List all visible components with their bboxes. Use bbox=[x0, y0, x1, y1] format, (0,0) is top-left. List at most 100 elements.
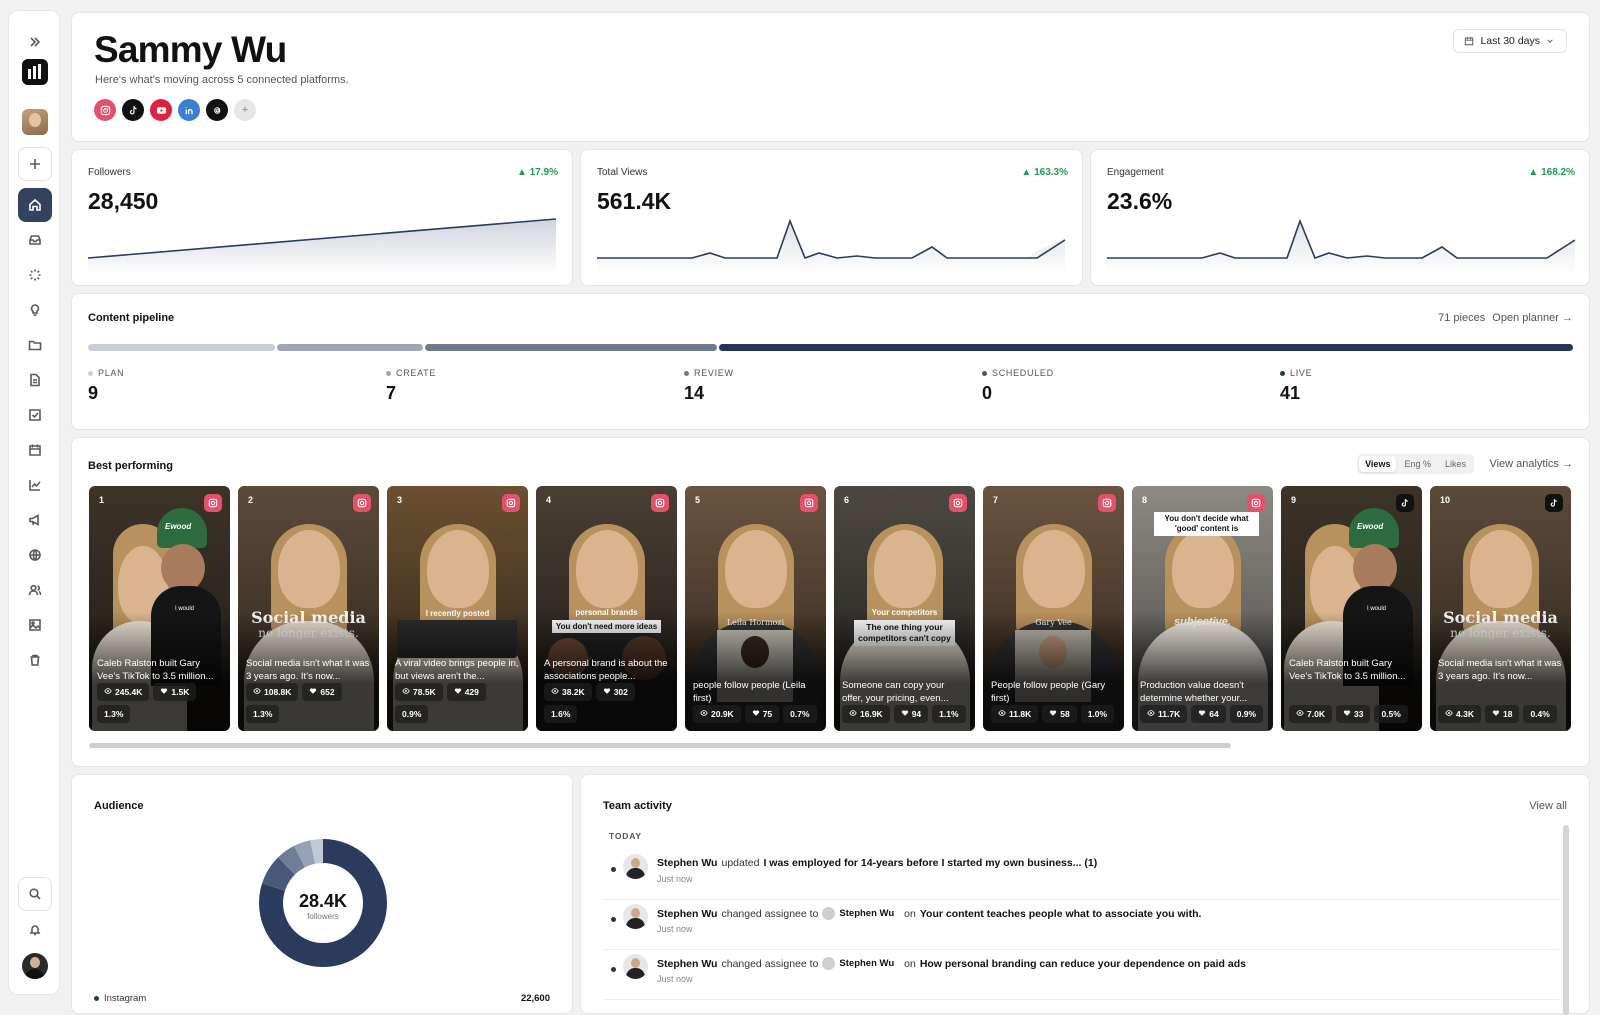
nav-tasks[interactable] bbox=[18, 398, 52, 432]
instagram-icon bbox=[800, 494, 818, 512]
toggle-views[interactable]: Views bbox=[1359, 456, 1397, 472]
activity-row[interactable]: Stephen Wu changed assignee to Stephen W… bbox=[603, 901, 1559, 950]
thumbnail-face bbox=[426, 530, 489, 608]
toggle-likes[interactable]: Likes bbox=[1444, 459, 1466, 469]
post-card[interactable]: Gary Vee7People follow people (Gary firs… bbox=[983, 486, 1124, 731]
stage-live[interactable]: LIVE 41 bbox=[1280, 368, 1312, 404]
post-caption: people follow people (Leila first) bbox=[693, 680, 806, 704]
shirt-text: I would bbox=[175, 606, 195, 612]
nav-calendar[interactable] bbox=[18, 433, 52, 467]
post-card[interactable]: Leila Hormozi5people follow people (Leil… bbox=[685, 486, 826, 731]
nav-ideas[interactable] bbox=[18, 293, 52, 327]
nav-analytics[interactable] bbox=[18, 468, 52, 502]
create-button[interactable] bbox=[18, 147, 52, 181]
post-card[interactable]: Your competitorsThe one thing your compe… bbox=[834, 486, 975, 731]
post-card[interactable]: Ewood I would 1 Caleb Ralston built Gary Ve… bbox=[89, 486, 230, 731]
metric-delta: ▲ 163.3% bbox=[1021, 167, 1068, 178]
app-logo[interactable] bbox=[22, 59, 48, 85]
activity-on: on bbox=[904, 907, 916, 920]
activity-assignee[interactable]: Stephen Wu bbox=[839, 908, 895, 919]
metric-card-views[interactable]: Total Views ▲ 163.3% 561.4K bbox=[580, 149, 1083, 286]
engagement-value: 1.3% bbox=[253, 709, 273, 719]
post-card[interactable]: personal brandsYou don't need more ideas… bbox=[536, 486, 677, 731]
pipeline-segment-plan bbox=[88, 344, 276, 351]
activity-bullet bbox=[611, 967, 616, 972]
post-card[interactable]: You don't decide what 'good' content iss… bbox=[1132, 486, 1273, 731]
views-value: 78.5K bbox=[413, 687, 436, 697]
search-button[interactable] bbox=[18, 877, 52, 911]
platform-youtube[interactable] bbox=[150, 99, 172, 121]
nav-campaigns[interactable] bbox=[18, 503, 52, 537]
activity-on: on bbox=[904, 957, 916, 970]
activity-target[interactable]: How personal branding can reduce your de… bbox=[919, 957, 1246, 970]
activity-actor[interactable]: Stephen Wu bbox=[657, 857, 718, 869]
activity-row[interactable]: Stephen Wu changed assignee to Stephen W… bbox=[603, 951, 1559, 1000]
plus-icon bbox=[30, 159, 40, 169]
workspace-avatar[interactable] bbox=[22, 109, 48, 135]
nav-home[interactable] bbox=[18, 188, 52, 222]
eye-icon bbox=[104, 687, 112, 697]
nav-documents[interactable] bbox=[18, 363, 52, 397]
view-analytics-link[interactable]: View analytics → bbox=[1489, 458, 1573, 470]
overlay-label: You don't decide what 'good' content is bbox=[1154, 512, 1259, 536]
date-range-select[interactable]: Last 30 days bbox=[1453, 29, 1567, 53]
nav-media[interactable] bbox=[18, 608, 52, 642]
likes-value: 302 bbox=[613, 687, 628, 697]
nav-inbox[interactable] bbox=[18, 223, 52, 257]
stage-review[interactable]: REVIEW 14 bbox=[684, 368, 734, 404]
nav-loading[interactable] bbox=[18, 258, 52, 292]
metric-card-engagement[interactable]: Engagement ▲ 168.2% 23.6% bbox=[1090, 149, 1590, 286]
views-chip: 38.2K bbox=[544, 683, 592, 701]
expand-sidebar-button[interactable] bbox=[18, 25, 52, 59]
platform-tiktok[interactable] bbox=[122, 99, 144, 121]
notifications-button[interactable] bbox=[18, 913, 52, 947]
stage-scheduled[interactable]: SCHEDULED 0 bbox=[982, 368, 1054, 404]
stage-create[interactable]: CREATE 7 bbox=[386, 368, 436, 404]
activity-actor[interactable]: Stephen Wu bbox=[657, 907, 718, 920]
post-card[interactable]: Ewood I would 9 Caleb Ralston built Gary Ve… bbox=[1281, 486, 1422, 731]
add-platform-button[interactable]: + bbox=[234, 99, 256, 121]
legend-dot bbox=[94, 996, 99, 1001]
instagram-icon bbox=[651, 494, 669, 512]
activity-row[interactable]: Stephen Wu updated I was employed for 14… bbox=[603, 851, 1559, 900]
post-stats: 245.4K 1.5K 1.3% bbox=[97, 683, 222, 723]
nav-team[interactable] bbox=[18, 573, 52, 607]
post-card[interactable]: I recently posted3A viral video brings p… bbox=[387, 486, 528, 731]
post-caption: Caleb Ralston built Gary Vee's TikTok to… bbox=[97, 658, 214, 682]
activity-target[interactable]: I was employed for 14-years before I sta… bbox=[763, 857, 1098, 869]
heart-icon bbox=[603, 687, 611, 697]
horizontal-scrollbar[interactable] bbox=[89, 743, 1231, 748]
engagement-chip: 1.3% bbox=[246, 705, 280, 723]
thumbnail-face bbox=[724, 530, 787, 608]
activity-line: Stephen Wu changed assignee to Stephen W… bbox=[657, 907, 1201, 920]
metric-card-followers[interactable]: Followers ▲ 17.9% 28,450 bbox=[71, 149, 573, 286]
activity-assignee[interactable]: Stephen Wu bbox=[839, 958, 895, 969]
nav-global[interactable] bbox=[18, 538, 52, 572]
engagement-chip: 1.3% bbox=[97, 705, 131, 723]
calendar-icon bbox=[1465, 36, 1474, 46]
stage-value: 7 bbox=[386, 383, 397, 403]
engagement-value: 1.1% bbox=[939, 709, 959, 719]
view-all-link[interactable]: View all bbox=[1529, 800, 1567, 812]
activity-time: Just now bbox=[657, 924, 693, 934]
nav-trash[interactable] bbox=[18, 643, 52, 677]
activity-scrollbar[interactable] bbox=[1563, 825, 1569, 1015]
stage-plan[interactable]: PLAN 9 bbox=[88, 368, 124, 404]
activity-target[interactable]: Your content teaches people what to asso… bbox=[919, 907, 1202, 920]
activity-actor[interactable]: Stephen Wu bbox=[657, 957, 718, 970]
toggle-eng[interactable]: Eng % bbox=[1404, 459, 1431, 469]
open-planner-link[interactable]: Open planner → bbox=[1492, 312, 1573, 324]
platform-linkedin[interactable] bbox=[178, 99, 200, 121]
views-value: 4.3K bbox=[1456, 709, 1474, 719]
user-avatar[interactable] bbox=[22, 953, 48, 979]
heart-icon bbox=[1198, 709, 1206, 719]
post-caption: Someone can copy your offer, your pricin… bbox=[842, 680, 949, 704]
folder-icon bbox=[28, 340, 42, 351]
rank-number: 2 bbox=[248, 495, 254, 505]
nav-folders[interactable] bbox=[18, 328, 52, 362]
platform-instagram[interactable] bbox=[94, 99, 116, 121]
platform-threads[interactable] bbox=[206, 99, 228, 121]
likes-chip: 75 bbox=[744, 705, 780, 723]
